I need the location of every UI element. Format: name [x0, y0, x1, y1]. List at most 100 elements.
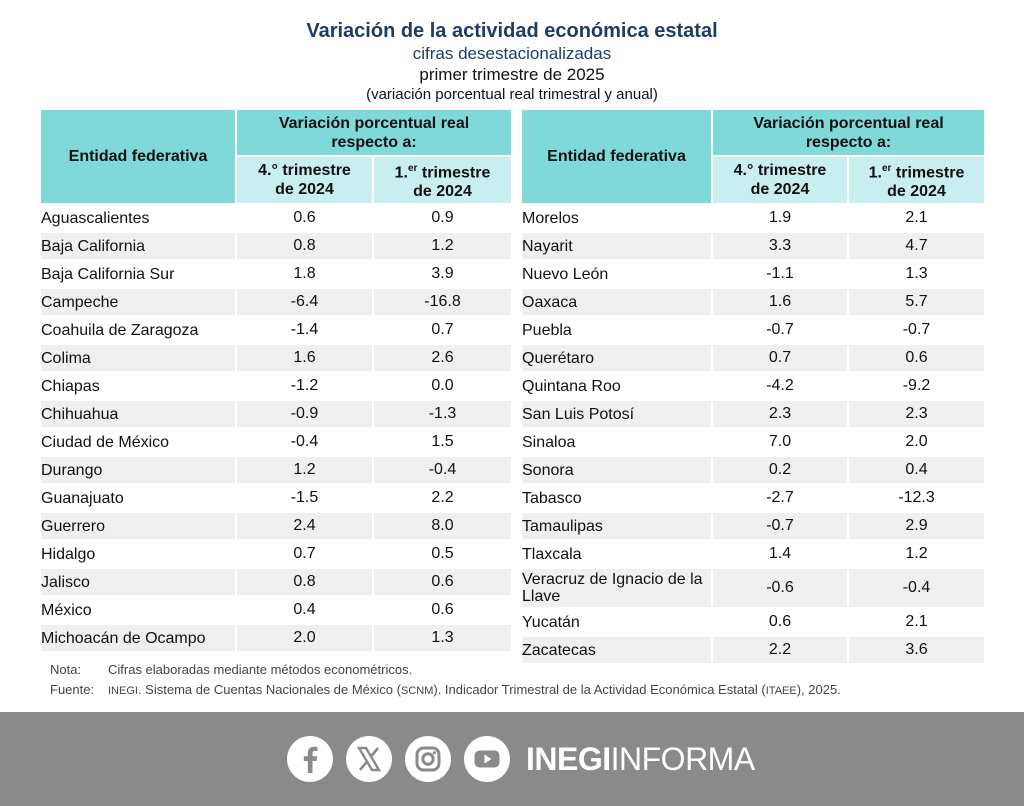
value-q4: 1.6 [235, 343, 373, 372]
brand-bold: INEGI [526, 741, 611, 777]
value-q1: 4.7 [846, 231, 985, 260]
state-name: Tamaulipas [522, 511, 712, 540]
state-name: México [41, 595, 236, 624]
value-q4: -1.1 [711, 259, 848, 288]
value-q4: -0.7 [711, 511, 848, 540]
col-header-q1-pre: 1. [868, 164, 882, 182]
value-q1: 0.9 [371, 203, 512, 232]
state-name: Campeche [41, 287, 236, 316]
table-row: Querétaro 0.7 0.6 [522, 343, 985, 372]
table-row: Durango 1.2 -0.4 [41, 455, 512, 484]
state-name: Hidalgo [41, 539, 236, 568]
col-header-q1-sup: er [881, 162, 892, 174]
value-q1: 3.6 [846, 635, 985, 663]
footer-bar: INEGIINFORMA [0, 712, 1024, 806]
table-row: Guanajuato -1.5 2.2 [41, 483, 512, 512]
source-scnm: SCNM [400, 685, 434, 697]
table-notes: Nota: Cifras elaboradas mediante métodos … [50, 660, 841, 701]
value-q4: 1.6 [711, 287, 848, 316]
value-q4: -1.4 [235, 315, 373, 344]
col-header-q1-post: trimestre de 2024 [887, 164, 965, 201]
youtube-icon[interactable] [464, 736, 510, 782]
source-label: Fuente: [50, 682, 95, 697]
value-q1: 0.6 [846, 343, 985, 372]
value-q1: 2.0 [846, 427, 985, 456]
table-row: Puebla -0.7 -0.7 [522, 315, 985, 344]
state-name: Quintana Roo [522, 371, 712, 400]
col-header-entity: Entidad federativa [41, 110, 237, 204]
value-q4: 0.4 [235, 595, 373, 624]
value-q1: -0.4 [371, 455, 512, 484]
table-row: Michoacán de Ocampo 2.0 1.3 [41, 623, 512, 651]
value-q1: 5.7 [846, 287, 985, 316]
value-q4: -0.4 [235, 427, 373, 456]
state-name: Zacatecas [522, 635, 712, 663]
state-name: Yucatán [522, 607, 712, 636]
value-q4: 2.2 [711, 635, 848, 663]
value-q4: 1.2 [235, 455, 373, 484]
value-q4: -0.9 [235, 399, 373, 428]
col-header-q4: 4.° trimestre de 2024 [236, 155, 374, 204]
table-row: Coahuila de Zaragoza -1.4 0.7 [41, 315, 512, 344]
value-q4: 0.6 [711, 607, 848, 636]
report-unit: (variación porcentual real trimestral y … [366, 86, 658, 103]
state-name: Colima [41, 343, 236, 372]
value-q4: 3.3 [711, 231, 848, 260]
facebook-icon[interactable] [287, 736, 333, 782]
state-name: Tlaxcala [522, 539, 712, 568]
x-icon[interactable] [346, 736, 392, 782]
state-name: Sinaloa [522, 427, 712, 456]
value-q1: 2.1 [846, 607, 985, 636]
col-header-q1: 1.er trimestre de 2024 [848, 155, 985, 204]
source-text-1: . Sistema de Cuentas Nacionales de Méxic… [137, 682, 401, 697]
state-name: Durango [41, 455, 236, 484]
source-itaee: ITAEE [765, 685, 797, 697]
value-q4: -1.2 [235, 371, 373, 400]
state-name: Querétaro [522, 343, 712, 372]
value-q4: -1.5 [235, 483, 373, 512]
state-name: Chiapas [41, 371, 236, 400]
value-q1: 1.2 [846, 539, 985, 568]
state-name: Guanajuato [41, 483, 236, 512]
table-row: Morelos 1.9 2.1 [522, 203, 985, 232]
state-name: Morelos [522, 203, 712, 232]
state-name: Baja California Sur [41, 259, 236, 288]
note-label: Nota: [50, 662, 82, 677]
table-row: Sonora 0.2 0.4 [522, 455, 985, 484]
value-q1: 0.6 [371, 567, 512, 596]
table-row: Nuevo León -1.1 1.3 [522, 259, 985, 288]
brand-logo: INEGIINFORMA [526, 740, 755, 778]
table-row: Oaxaca 1.6 5.7 [522, 287, 985, 316]
table-row: Jalisco 0.8 0.6 [41, 567, 512, 596]
col-header-q1-pre: 1. [394, 164, 408, 182]
table-row: Ciudad de México -0.4 1.5 [41, 427, 512, 456]
value-q1: 1.5 [371, 427, 512, 456]
value-q1: -12.3 [846, 483, 985, 512]
value-q1: 0.0 [371, 371, 512, 400]
value-q1: 1.3 [846, 259, 985, 288]
state-name: San Luis Potosí [522, 399, 712, 428]
value-q1: 1.3 [371, 623, 512, 651]
instagram-icon[interactable] [405, 736, 451, 782]
value-q4: -0.7 [711, 315, 848, 344]
state-name: Baja California [41, 231, 236, 260]
value-q1: 2.3 [846, 399, 985, 428]
value-q4: 0.2 [711, 455, 848, 484]
value-q1: -0.4 [846, 567, 985, 608]
value-q1: -0.7 [846, 315, 985, 344]
value-q1: 2.6 [371, 343, 512, 372]
table-row: San Luis Potosí 2.3 2.3 [522, 399, 985, 428]
table-row: Aguascalientes 0.6 0.9 [41, 203, 512, 232]
table-row: Nayarit 3.3 4.7 [522, 231, 985, 260]
value-q4: -0.6 [711, 567, 848, 608]
state-name: Tabasco [522, 483, 712, 512]
value-q1: -9.2 [846, 371, 985, 400]
value-q4: 1.4 [711, 539, 848, 568]
value-q4: 7.0 [711, 427, 848, 456]
state-name: Sonora [522, 455, 712, 484]
table-row: Guerrero 2.4 8.0 [41, 511, 512, 540]
state-name: Puebla [522, 315, 712, 344]
source-text-2: ). Indicador Trimestral de la Actividad … [433, 682, 766, 697]
report-subtitle: cifras desestacionalizadas [412, 44, 612, 63]
report-period: primer trimestre de 2025 [419, 65, 605, 84]
